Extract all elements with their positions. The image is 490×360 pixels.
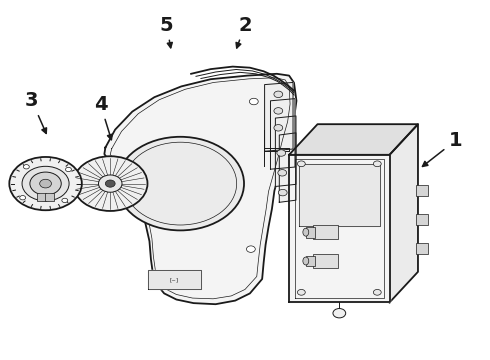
Circle shape [124, 142, 237, 225]
Circle shape [30, 172, 61, 195]
Circle shape [117, 137, 244, 230]
Circle shape [277, 150, 286, 156]
Circle shape [278, 189, 287, 196]
Circle shape [373, 161, 381, 167]
Polygon shape [390, 124, 418, 302]
Circle shape [274, 108, 283, 114]
Circle shape [249, 98, 258, 105]
Circle shape [105, 180, 115, 187]
Circle shape [297, 289, 305, 295]
Polygon shape [289, 124, 418, 155]
Text: 3: 3 [25, 91, 47, 134]
Circle shape [373, 289, 381, 295]
Ellipse shape [303, 228, 309, 236]
Polygon shape [265, 82, 293, 151]
Bar [416, 185, 428, 196]
Bar [416, 214, 428, 225]
Circle shape [9, 157, 82, 210]
Circle shape [62, 198, 68, 203]
Circle shape [274, 125, 283, 131]
Bar [306, 256, 315, 266]
Text: 1: 1 [422, 131, 463, 166]
Polygon shape [289, 155, 390, 302]
Circle shape [333, 309, 346, 318]
Bar [416, 243, 428, 254]
Bar [313, 225, 338, 239]
Circle shape [246, 246, 255, 252]
Polygon shape [104, 74, 296, 304]
Circle shape [40, 179, 51, 188]
Circle shape [22, 166, 69, 201]
Circle shape [24, 165, 29, 169]
Polygon shape [299, 164, 380, 226]
Polygon shape [270, 99, 295, 169]
Circle shape [278, 170, 287, 176]
Bar [37, 193, 46, 201]
Circle shape [98, 175, 122, 192]
Bar [45, 193, 54, 201]
Circle shape [20, 195, 25, 200]
Polygon shape [275, 116, 296, 186]
Text: 5: 5 [160, 16, 173, 48]
Circle shape [73, 156, 147, 211]
Circle shape [274, 91, 283, 98]
Circle shape [297, 161, 305, 167]
Text: [~]: [~] [170, 277, 179, 282]
Ellipse shape [303, 257, 309, 265]
Bar [313, 254, 338, 268]
Text: 4: 4 [94, 95, 112, 140]
Polygon shape [148, 270, 201, 289]
Bar [306, 227, 315, 238]
Polygon shape [279, 133, 296, 202]
Circle shape [66, 167, 72, 172]
Text: 2: 2 [236, 16, 252, 48]
